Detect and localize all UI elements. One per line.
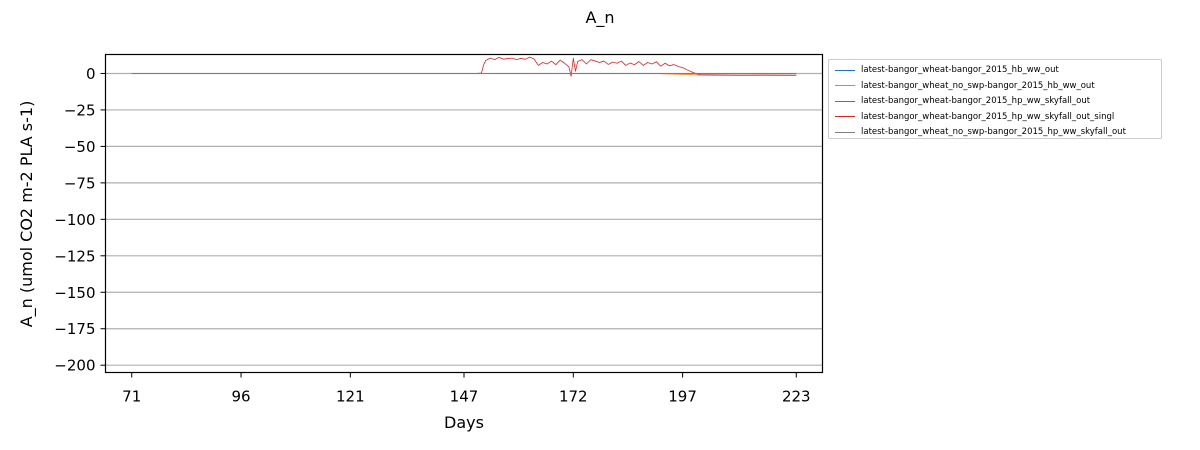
x-tick-label: 147	[450, 388, 479, 406]
chart-title: A_n	[585, 8, 614, 28]
legend-swatch	[835, 100, 855, 102]
y-axis-label: A_n (umol CO2 m-2 PLA s-1)	[17, 101, 37, 328]
legend-label: latest-bangor_wheat-bangor_2015_hp_ww_sk…	[861, 111, 1115, 122]
y-tick-label: −200	[54, 357, 95, 375]
legend-item: latest-bangor_wheat-bangor_2015_hb_ww_ou…	[835, 64, 1059, 76]
y-tick-label: −25	[64, 101, 96, 119]
x-tick-label: 172	[559, 388, 588, 406]
legend-item: latest-bangor_wheat-bangor_2015_hp_ww_sk…	[835, 111, 1114, 123]
legend-label: latest-bangor_wheat_no_swp-bangor_2015_h…	[861, 80, 1095, 91]
y-tick-label: 0	[86, 65, 96, 83]
grid-lines	[105, 72, 823, 366]
chart-legend: latest-bangor_wheat-bangor_2015_hb_ww_ou…	[828, 59, 1162, 139]
x-tick-label: 197	[668, 388, 697, 406]
y-tick-label: −175	[54, 320, 95, 338]
legend-item: latest-bangor_wheat_no_swp-bangor_2015_h…	[835, 126, 1126, 138]
x-axis-label: Days	[444, 413, 484, 432]
legend-item: latest-bangor_wheat_no_swp-bangor_2015_h…	[835, 80, 1095, 92]
y-tick-label: −150	[54, 284, 95, 302]
legend-swatch	[835, 131, 855, 133]
x-tick-label: 71	[122, 388, 141, 406]
series-line-3	[131, 56, 797, 77]
series-lines	[131, 56, 797, 77]
x-tick-label: 121	[336, 388, 365, 406]
x-axis-ticks: 71 96 121 147 172 197 223	[122, 372, 811, 406]
legend-label: latest-bangor_wheat_no_swp-bangor_2015_h…	[861, 127, 1126, 137]
legend-swatch	[835, 69, 855, 71]
legend-label: latest-bangor_wheat-bangor_2015_hb_ww_ou…	[861, 65, 1059, 75]
y-tick-label: −75	[64, 174, 96, 192]
x-tick-label: 96	[231, 388, 250, 406]
y-tick-label: −50	[64, 138, 96, 156]
legend-swatch	[835, 116, 855, 117]
legend-label: latest-bangor_wheat-bangor_2015_hp_ww_sk…	[861, 96, 1091, 106]
legend-item: latest-bangor_wheat-bangor_2015_hp_ww_sk…	[835, 95, 1090, 107]
y-tick-label: −100	[54, 211, 95, 229]
y-axis-ticks: 0 −25 −50 −75 −100 −125 −150 −175 −200	[54, 65, 106, 375]
y-tick-label: −125	[54, 247, 95, 265]
plot-area-frame	[104, 53, 824, 374]
x-tick-label: 223	[782, 388, 811, 406]
legend-swatch	[835, 85, 855, 86]
